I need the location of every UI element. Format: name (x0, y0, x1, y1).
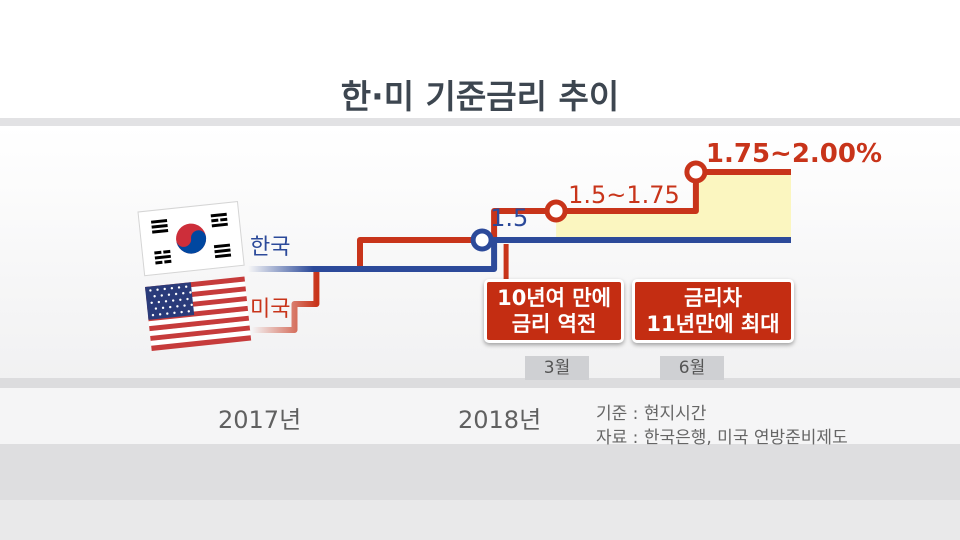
marker-korea-2 (470, 228, 494, 252)
value-label-korea-2: 1.5 (490, 204, 528, 232)
axis-band (0, 388, 960, 444)
x-tick-2017: 2017년 (218, 406, 302, 434)
month-tab-1: 6월 (660, 356, 724, 380)
usa-flag-icon (145, 276, 252, 351)
footer-band (0, 444, 960, 500)
annotation-callout-1: 금리차 11년만에 최대 (632, 279, 794, 343)
marker-usa-5 (684, 160, 708, 184)
chart-title: 한·미 기준금리 추이 (340, 77, 620, 116)
series-line-usa (252, 169, 791, 333)
x-tick-2018: 2018년 (458, 406, 542, 434)
source-note: 자료 : 한국은행, 미국 연방준비제도 (596, 428, 848, 448)
month-tab-0: 3월 (525, 356, 589, 380)
annotation-callout-0: 10년여 만에 금리 역전 (484, 279, 624, 343)
title-band (0, 0, 960, 118)
rate-gap-area (556, 172, 791, 240)
korea-flag-icon (137, 200, 245, 277)
value-label-usa-4: 1.5~1.75 (568, 181, 680, 209)
series-label-usa: 미국 (250, 297, 290, 322)
value-label-usa-5: 1.75~2.00% (706, 139, 882, 169)
marker-usa-4 (544, 199, 568, 223)
basis-note: 기준 : 현지시간 (596, 404, 707, 424)
series-label-korea: 한국 (250, 235, 290, 260)
divider-bottom (0, 378, 960, 388)
divider-top (0, 118, 960, 126)
series-line-korea (248, 237, 791, 272)
